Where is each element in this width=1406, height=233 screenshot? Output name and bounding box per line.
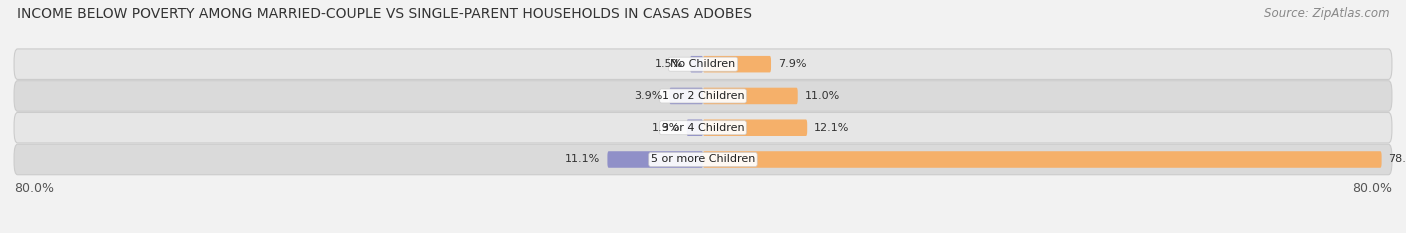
Text: 11.1%: 11.1% xyxy=(565,154,600,164)
Text: 3.9%: 3.9% xyxy=(634,91,662,101)
FancyBboxPatch shape xyxy=(14,144,1392,175)
Text: 78.8%: 78.8% xyxy=(1389,154,1406,164)
FancyBboxPatch shape xyxy=(669,88,703,104)
FancyBboxPatch shape xyxy=(703,88,797,104)
FancyBboxPatch shape xyxy=(703,120,807,136)
Text: 1.5%: 1.5% xyxy=(655,59,683,69)
Text: 80.0%: 80.0% xyxy=(1353,182,1392,195)
FancyBboxPatch shape xyxy=(14,49,1392,79)
Text: 7.9%: 7.9% xyxy=(778,59,807,69)
Text: 5 or more Children: 5 or more Children xyxy=(651,154,755,164)
FancyBboxPatch shape xyxy=(607,151,703,168)
Text: 3 or 4 Children: 3 or 4 Children xyxy=(662,123,744,133)
Text: 1.9%: 1.9% xyxy=(651,123,679,133)
Text: Source: ZipAtlas.com: Source: ZipAtlas.com xyxy=(1264,7,1389,20)
FancyBboxPatch shape xyxy=(703,151,1382,168)
FancyBboxPatch shape xyxy=(14,81,1392,111)
Text: 1 or 2 Children: 1 or 2 Children xyxy=(662,91,744,101)
FancyBboxPatch shape xyxy=(690,56,703,72)
Text: 12.1%: 12.1% xyxy=(814,123,849,133)
Text: 80.0%: 80.0% xyxy=(14,182,53,195)
Text: INCOME BELOW POVERTY AMONG MARRIED-COUPLE VS SINGLE-PARENT HOUSEHOLDS IN CASAS A: INCOME BELOW POVERTY AMONG MARRIED-COUPL… xyxy=(17,7,752,21)
Text: 11.0%: 11.0% xyxy=(804,91,839,101)
Text: No Children: No Children xyxy=(671,59,735,69)
FancyBboxPatch shape xyxy=(703,56,770,72)
FancyBboxPatch shape xyxy=(686,120,703,136)
FancyBboxPatch shape xyxy=(14,113,1392,143)
